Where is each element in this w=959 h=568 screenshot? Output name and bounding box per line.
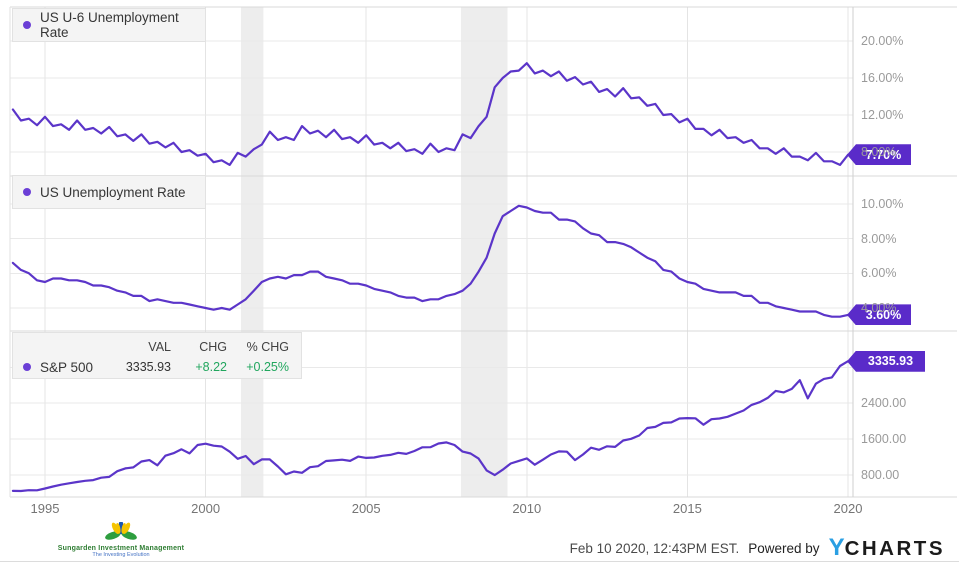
x-axis-tick-label: 2005 xyxy=(351,501,381,516)
last-value-badge-u6: 7.70% xyxy=(847,144,911,166)
powered-by-label: Powered by xyxy=(748,540,820,556)
y-axis-tick-label: 8.00% xyxy=(861,145,897,159)
column-header-pct-chg: % CHG xyxy=(246,340,289,354)
badge-label: 3335.93 xyxy=(867,354,914,369)
legend-sp-500: VAL CHG % CHG S&P 500 3335.93 +8.22 +0.2… xyxy=(12,332,302,379)
timestamp: Feb 10 2020, 12:43PM EST. xyxy=(569,540,740,556)
series-line-sp-500 xyxy=(11,360,850,493)
series-line-us-u6-unemployment-rate xyxy=(11,62,850,166)
chart-plot-area xyxy=(9,6,957,498)
legend-us-unemployment-rate: US Unemployment Rate xyxy=(12,175,206,209)
x-axis-tick-label: 2010 xyxy=(512,501,542,516)
chart-credit: Feb 10 2020, 12:43PM EST. Powered by Y C… xyxy=(570,534,945,562)
x-axis-tick-label: 2020 xyxy=(833,501,863,516)
quote-val: 3335.93 xyxy=(125,360,171,374)
legend-label: S&P 500 xyxy=(40,359,94,375)
y-axis-tick-label: 1600.00 xyxy=(861,432,907,447)
y-axis-tick-label: 16.00% xyxy=(861,71,904,85)
quote-value-row: S&P 500 3335.93 +8.22 +0.25% xyxy=(23,357,291,377)
y-axis-tick-label: 2400.00 xyxy=(861,396,907,411)
series-dot-icon xyxy=(23,188,31,196)
x-axis-tick-label: 1995 xyxy=(30,501,60,516)
column-header-chg: CHG xyxy=(199,340,227,354)
last-value-badge-unemployment: 3.60% xyxy=(847,304,911,326)
lotus-flower-icon xyxy=(105,520,137,540)
quote-chg: +8.22 xyxy=(195,360,227,374)
y-axis-tick-label: 20.00% xyxy=(861,34,904,48)
y-axis-tick-label: 6.00% xyxy=(861,266,897,281)
quote-pct-chg: +0.25% xyxy=(246,360,289,374)
y-axis-tick-label: 10.00% xyxy=(861,197,904,212)
ycharts-logo-text: CHARTS xyxy=(844,537,945,560)
footer-divider xyxy=(0,561,959,562)
x-axis-tick-label: 2000 xyxy=(191,501,221,516)
y-axis-tick-label: 8.00% xyxy=(861,231,897,246)
series-dot-icon xyxy=(23,21,31,29)
quote-header-row: VAL CHG % CHG xyxy=(23,337,291,357)
last-value-badge-sp500: 3335.93 xyxy=(847,350,925,372)
legend-us-u6-unemployment-rate: US U-6 Unemployment Rate xyxy=(12,8,206,42)
logo-tagline: The Investing Evolution xyxy=(92,552,150,558)
column-header-val: VAL xyxy=(148,340,171,354)
badge-label: 7.70% xyxy=(865,147,902,162)
recession-band xyxy=(460,7,508,497)
badge-label: 3.60% xyxy=(865,307,902,322)
series-dot-icon xyxy=(23,363,31,371)
y-axis-tick-label: 800.00 xyxy=(861,468,900,482)
logo-company-name: Sungarden Investment Management xyxy=(57,545,185,552)
ycharts-logo: Y CHARTS xyxy=(829,534,945,562)
ycharts-logo-y: Y xyxy=(828,534,845,561)
series-line-us-unemployment-rate xyxy=(11,204,850,318)
recession-band xyxy=(240,7,264,497)
x-axis-tick-label: 2015 xyxy=(672,501,702,516)
sungarden-logo: Sungarden Investment Management The Inve… xyxy=(46,520,196,558)
legend-label: US U-6 Unemployment Rate xyxy=(40,10,179,40)
footer: Sungarden Investment Management The Inve… xyxy=(0,520,959,562)
y-axis-tick-label: 12.00% xyxy=(861,108,904,122)
y-axis-tick-label: 4.00% xyxy=(861,301,897,315)
legend-label: US Unemployment Rate xyxy=(40,184,186,200)
